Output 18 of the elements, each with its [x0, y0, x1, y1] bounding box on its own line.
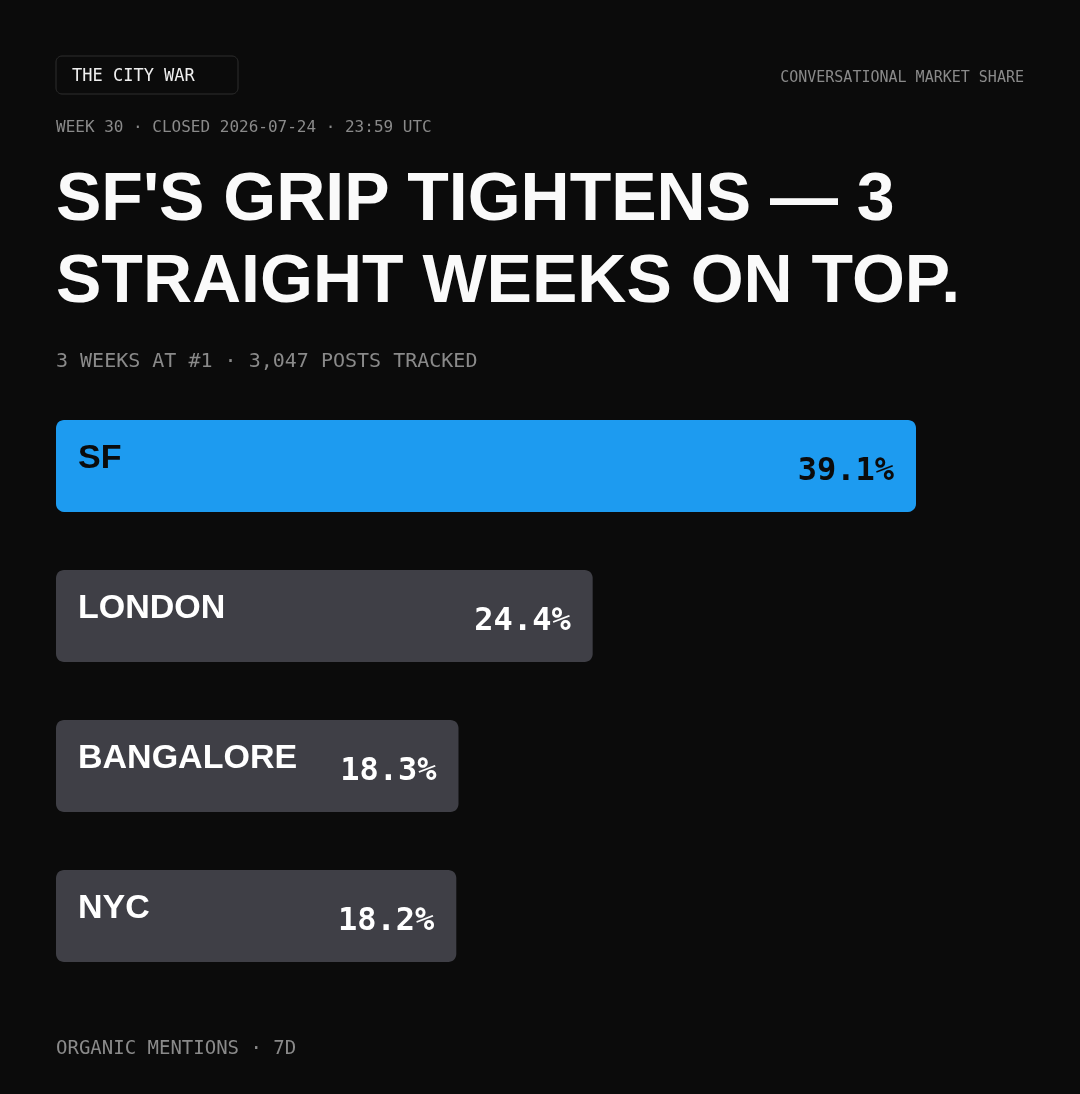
y-tick-label: SF	[78, 436, 122, 475]
text: THE CITY WAR	[72, 65, 196, 85]
chart-subtitle: 3 WEEKS AT #1 · 3,047 POSTS TRACKED	[56, 348, 478, 372]
data-label: 24.4%	[474, 599, 572, 638]
text: CONVERSATIONAL MARKET SHARE	[780, 68, 1024, 86]
data-label: 18.3%	[340, 750, 438, 789]
data-label: 39.1%	[797, 449, 895, 488]
bar	[56, 570, 593, 662]
bar	[56, 420, 916, 512]
text: ORGANIC MENTIONS · 7D	[56, 1036, 297, 1058]
data-label: 18.2%	[337, 900, 436, 939]
y-tick-label: LONDON	[78, 586, 226, 625]
y-tick-label: BANGALORE	[78, 737, 298, 776]
bar	[56, 720, 459, 812]
y-tick-label: NYC	[78, 887, 150, 926]
bar	[56, 870, 457, 962]
text: WEEK 30 · CLOSED 2026-07-24 · 23:59 UTC	[56, 117, 432, 136]
chart-title: SF'S GRIP TIGHTENS — 3 STRAIGHT WEEKS ON TOP.	[56, 158, 961, 316]
